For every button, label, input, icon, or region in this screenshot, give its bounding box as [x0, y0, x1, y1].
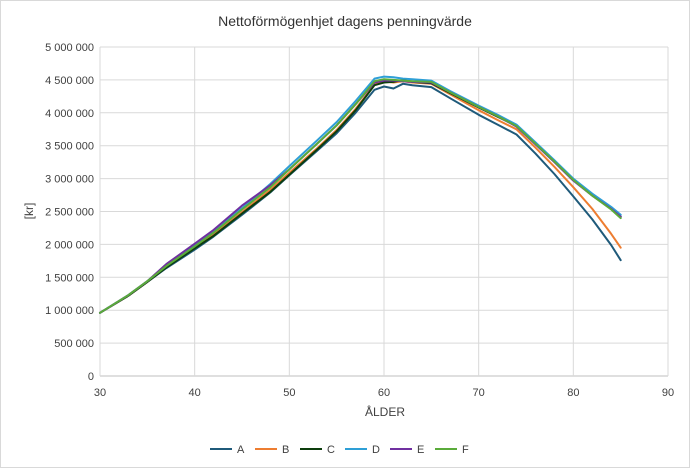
legend-label-a: A [237, 444, 245, 456]
legend-label-f: F [462, 444, 469, 456]
series-line-b [99, 80, 622, 314]
series-line-f [99, 78, 622, 314]
y-tick-label: 0 [88, 371, 94, 383]
legend: A B C D E F [210, 444, 469, 456]
y-tick-label: 3 500 000 [45, 141, 94, 153]
series-line-e [99, 79, 622, 314]
legend-label-e: E [417, 444, 424, 456]
legend-label-b: B [282, 444, 289, 456]
x-tick-label: 90 [662, 387, 674, 399]
y-tick-label: 1 000 000 [45, 305, 94, 317]
y-tick-label: 1 500 000 [45, 272, 94, 284]
chart-title: Nettoförmögenhjet dagens penningvärde [218, 13, 472, 29]
gridlines [99, 46, 669, 377]
y-tick-label: 500 000 [54, 338, 94, 350]
series-lines [99, 75, 622, 314]
y-tick-label: 4 000 000 [45, 108, 94, 120]
legend-label-c: C [327, 444, 335, 456]
y-tick-label: 2 500 000 [45, 207, 94, 219]
y-axis-label: [kr] [22, 203, 36, 220]
y-tick-label: 3 000 000 [45, 174, 94, 186]
y-tick-label: 4 500 000 [45, 75, 94, 87]
x-tick-label: 30 [94, 387, 106, 399]
legend-label-d: D [372, 444, 380, 456]
x-tick-label: 40 [189, 387, 201, 399]
x-axis-label: ÅLDER [365, 404, 405, 419]
series-line-c [99, 78, 622, 314]
x-tick-label: 50 [283, 387, 295, 399]
x-tick-label: 70 [473, 387, 485, 399]
x-tick-label: 80 [567, 387, 579, 399]
series-line-a [99, 82, 622, 314]
y-tick-label: 5 000 000 [45, 42, 94, 54]
axes: 0 500 000 1 000 000 1 500 000 2 000 000 2 500… [45, 42, 674, 399]
y-tick-label: 2 000 000 [45, 239, 94, 251]
x-tick-label: 60 [378, 387, 390, 399]
